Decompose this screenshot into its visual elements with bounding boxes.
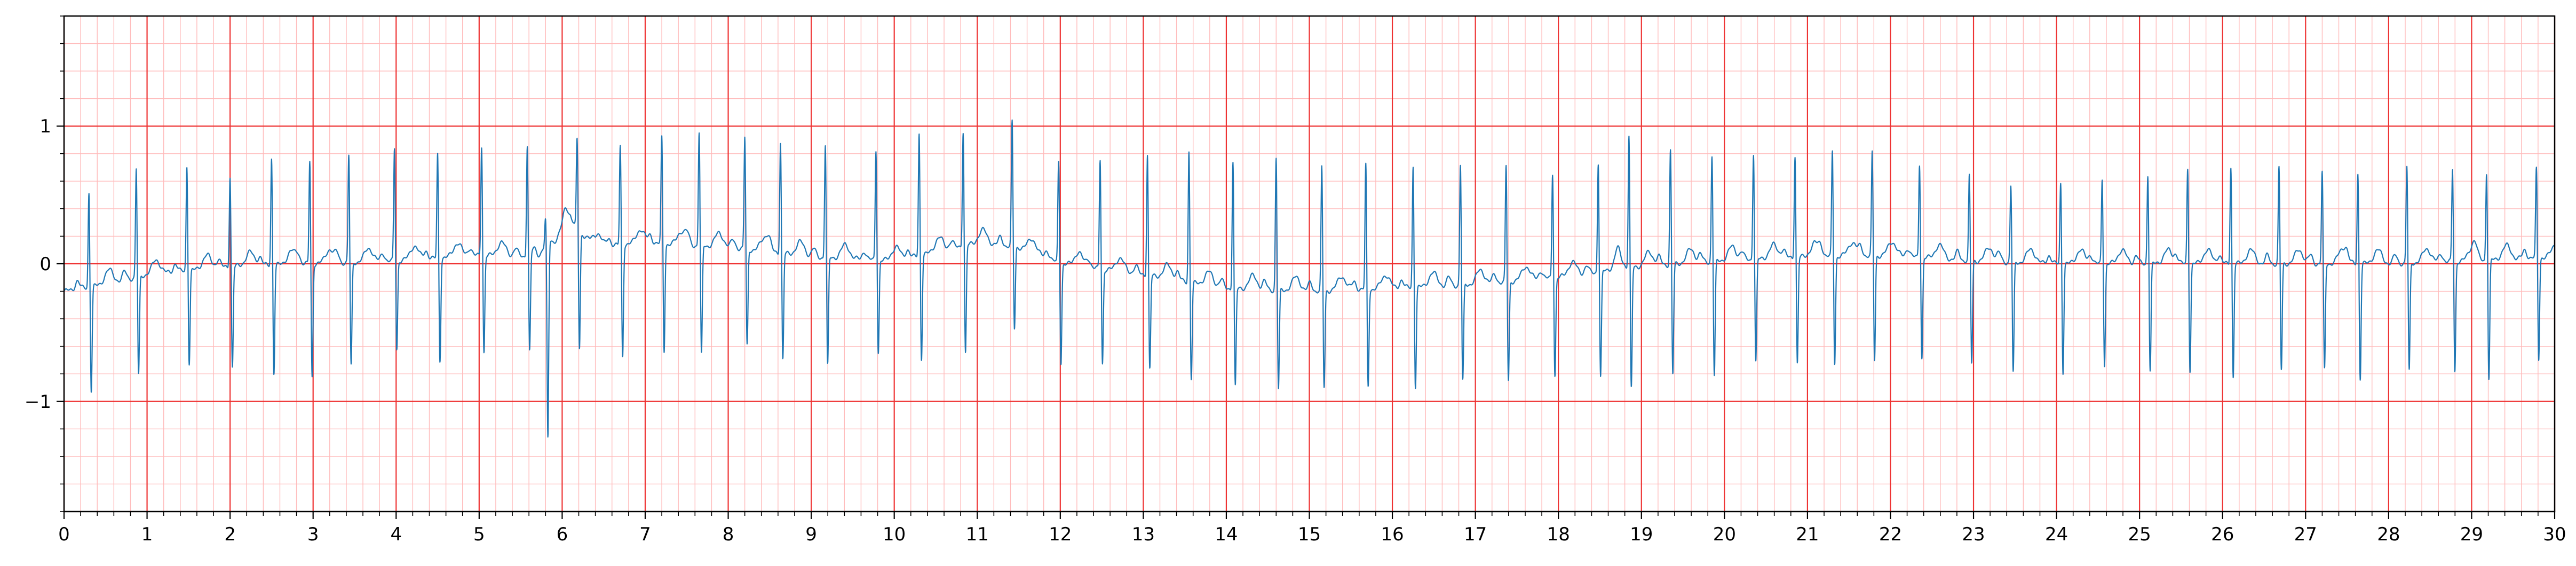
x-tick-label: 5 [473,524,485,545]
y-tick-label: 1 [39,116,51,137]
y-tick-label: 0 [39,254,51,275]
x-tick-label: 24 [2045,524,2068,545]
x-tick-label: 11 [966,524,989,545]
x-tick-label: 13 [1132,524,1155,545]
x-tick-label: 22 [1879,524,1902,545]
x-tick-label: 20 [1713,524,1736,545]
x-tick-label: 19 [1630,524,1653,545]
x-axis: 0 1 2 3 4 5 6 7 8 9 10 11 12 13 14 15 16 17 18 19 20 21 22 23 24… [58,512,2566,545]
x-tick-label: 17 [1464,524,1487,545]
ecg-trace-line [63,119,2555,438]
x-tick-label: 4 [390,524,402,545]
x-tick-label: 15 [1298,524,1321,545]
x-tick-label: 0 [58,524,70,545]
x-tick-label: 1 [141,524,153,545]
x-tick-label: 26 [2211,524,2234,545]
x-tick-label: 3 [307,524,319,545]
y-axis: −1 0 1 [25,15,64,512]
major-grid [63,16,2556,512]
x-tick-label: 8 [723,524,734,545]
x-tick-label: 7 [639,524,651,545]
x-tick-label: 27 [2294,524,2317,545]
x-tick-label: 18 [1547,524,1570,545]
x-tick-label: 14 [1215,524,1238,545]
x-tick-label: 28 [2377,524,2400,545]
x-tick-label: 29 [2460,524,2483,545]
y-tick-label: −1 [25,391,51,413]
x-tick-label: 25 [2128,524,2151,545]
x-tick-label: 23 [1962,524,1985,545]
x-tick-label: 30 [2543,524,2566,545]
x-tick-label: 16 [1381,524,1404,545]
x-tick-label: 2 [224,524,236,545]
x-tick-label: 6 [557,524,568,545]
x-tick-label: 9 [805,524,817,545]
x-tick-label: 10 [883,524,906,545]
x-tick-label: 12 [1049,524,1072,545]
x-tick-label: 21 [1796,524,1819,545]
